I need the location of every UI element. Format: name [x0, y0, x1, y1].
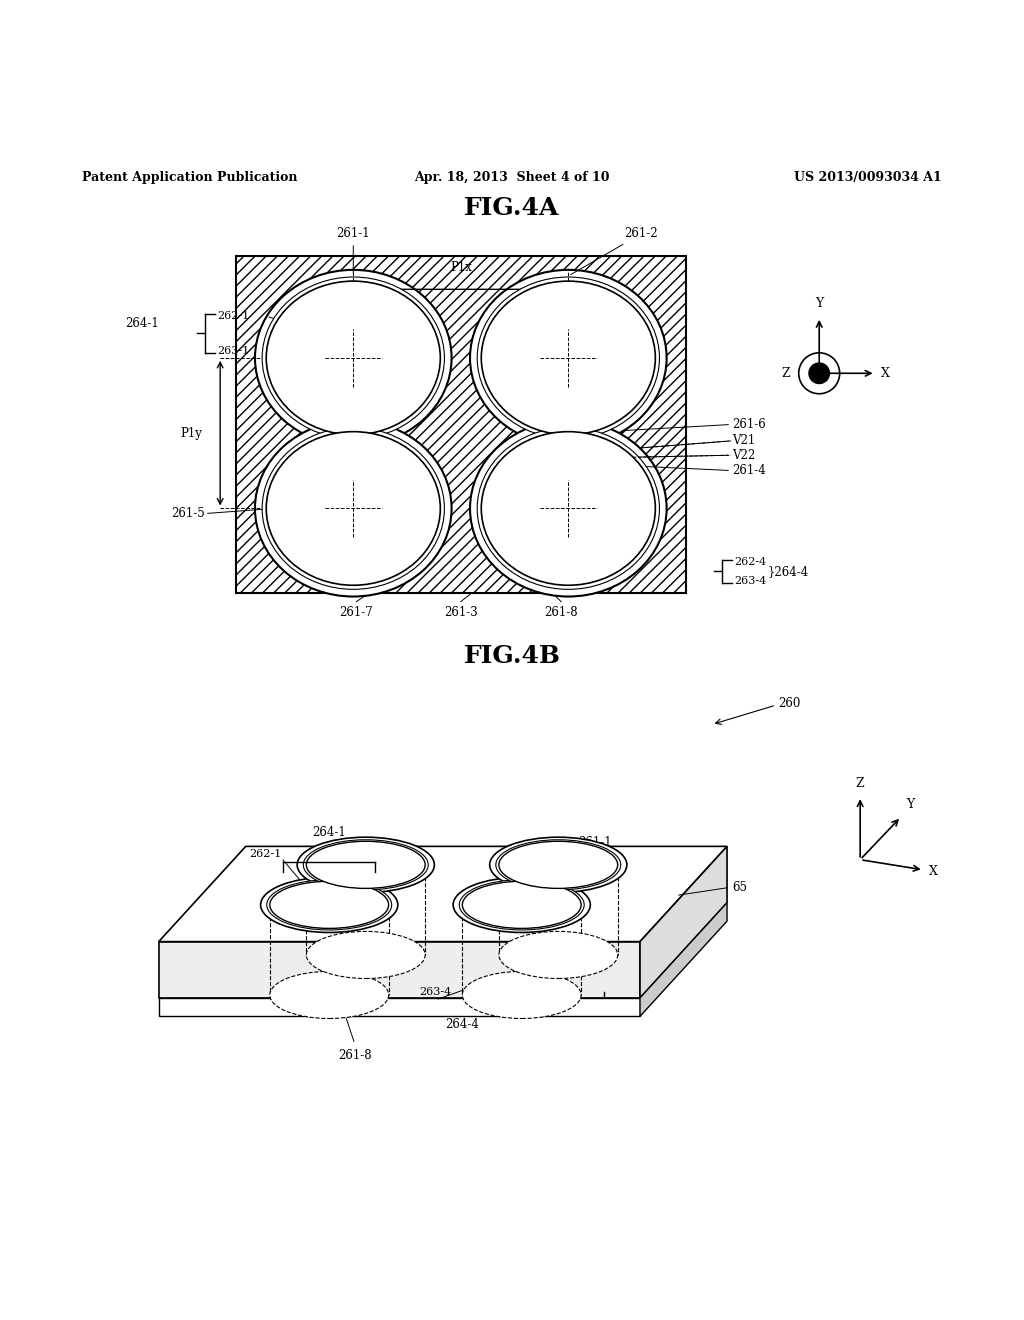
Ellipse shape [306, 932, 425, 978]
Text: 264-4: 264-4 [445, 1019, 479, 1031]
Text: 260: 260 [778, 697, 801, 710]
Bar [236, 256, 686, 594]
Polygon shape [159, 998, 640, 1016]
Ellipse shape [477, 277, 659, 438]
Text: 264-1: 264-1 [312, 826, 346, 840]
Text: 261-3: 261-3 [444, 606, 477, 619]
Ellipse shape [453, 878, 590, 932]
Ellipse shape [462, 882, 582, 928]
Text: V22: V22 [732, 449, 756, 462]
Text: 263-1: 263-1 [324, 849, 356, 858]
Text: X: X [929, 866, 938, 879]
Ellipse shape [481, 432, 655, 585]
Text: 262-4: 262-4 [734, 557, 766, 566]
Polygon shape [159, 846, 727, 941]
Ellipse shape [489, 837, 627, 892]
Text: Y: Y [815, 297, 823, 310]
Text: Patent Application Publication: Patent Application Publication [82, 170, 297, 183]
Ellipse shape [255, 420, 452, 597]
Ellipse shape [499, 841, 617, 888]
Text: 261-1: 261-1 [578, 836, 611, 849]
Ellipse shape [266, 879, 391, 929]
Ellipse shape [266, 281, 440, 434]
Ellipse shape [270, 882, 389, 928]
Text: 262-1: 262-1 [249, 849, 281, 858]
Text: 261-8: 261-8 [338, 1049, 372, 1063]
Text: US 2013/0093034 A1: US 2013/0093034 A1 [795, 170, 942, 183]
Ellipse shape [303, 840, 428, 890]
Polygon shape [159, 941, 640, 998]
Text: FIG.4A: FIG.4A [464, 195, 560, 219]
Ellipse shape [260, 878, 397, 932]
Text: 261-2: 261-2 [570, 227, 658, 275]
Text: 262-1: 262-1 [217, 312, 249, 321]
Text: V21: V21 [732, 434, 756, 447]
Text: Z: Z [856, 777, 864, 791]
Text: Apr. 18, 2013  Sheet 4 of 10: Apr. 18, 2013 Sheet 4 of 10 [415, 170, 609, 183]
Text: 263-4: 263-4 [734, 576, 766, 586]
Text: 262-4: 262-4 [344, 987, 377, 997]
Polygon shape [640, 846, 727, 998]
Text: X: X [881, 367, 890, 380]
Ellipse shape [462, 972, 582, 1019]
Text: 263-1: 263-1 [217, 346, 249, 356]
Text: 261-4: 261-4 [732, 465, 766, 477]
Text: 261-8: 261-8 [545, 606, 578, 619]
Ellipse shape [459, 879, 584, 929]
Text: 261-7: 261-7 [340, 606, 373, 619]
Ellipse shape [255, 269, 452, 446]
Text: 261-6: 261-6 [732, 418, 766, 430]
Text: 264-1: 264-1 [125, 317, 159, 330]
Text: }264-4: }264-4 [768, 565, 809, 578]
Text: 261-1: 261-1 [337, 227, 370, 273]
Ellipse shape [270, 972, 389, 1019]
Ellipse shape [470, 269, 667, 446]
Text: 65: 65 [732, 880, 748, 894]
Text: P1x: P1x [450, 261, 472, 275]
Text: FIG.4B: FIG.4B [464, 644, 560, 668]
Text: 263-4: 263-4 [419, 987, 452, 997]
Ellipse shape [470, 420, 667, 597]
Text: 261-5: 261-5 [171, 507, 205, 520]
Ellipse shape [262, 428, 444, 589]
Polygon shape [640, 903, 727, 1016]
Ellipse shape [297, 837, 434, 892]
Text: P1y: P1y [180, 426, 202, 440]
Ellipse shape [262, 277, 444, 438]
Text: Y: Y [906, 797, 914, 810]
Circle shape [809, 363, 829, 384]
Ellipse shape [266, 432, 440, 585]
Ellipse shape [496, 840, 621, 890]
Ellipse shape [481, 281, 655, 434]
Ellipse shape [499, 932, 617, 978]
Ellipse shape [477, 428, 659, 589]
Text: Z: Z [782, 367, 791, 380]
Ellipse shape [306, 841, 425, 888]
